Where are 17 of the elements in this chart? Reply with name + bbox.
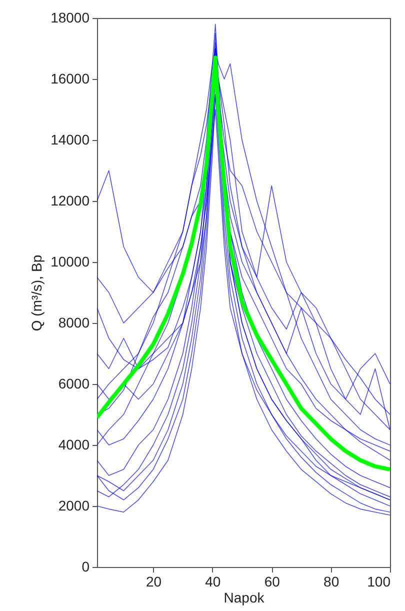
y-tick-label: 8000 — [58, 314, 90, 330]
y-tick-label: 16000 — [50, 70, 90, 86]
x-axis-title: Napok — [224, 590, 266, 606]
y-tick-label: 0 — [82, 558, 90, 574]
x-tick-label: 20 — [146, 574, 162, 590]
y-tick-label: 4000 — [58, 436, 90, 452]
x-tick-label: 80 — [324, 574, 340, 590]
y-tick-label: 18000 — [50, 10, 90, 26]
y-tick-label: 6000 — [58, 376, 90, 392]
y-tick-label: 12000 — [50, 192, 90, 208]
y-tick-label: 14000 — [50, 132, 90, 148]
x-tick-label: 40 — [205, 574, 221, 590]
y-axis-title: Q (m³/s), Bp — [28, 254, 45, 332]
y-tick-label: 2000 — [58, 498, 90, 514]
x-tick-label: 100 — [367, 574, 391, 590]
y-tick-label: 10000 — [50, 254, 90, 270]
x-tick-label: 60 — [264, 574, 280, 590]
